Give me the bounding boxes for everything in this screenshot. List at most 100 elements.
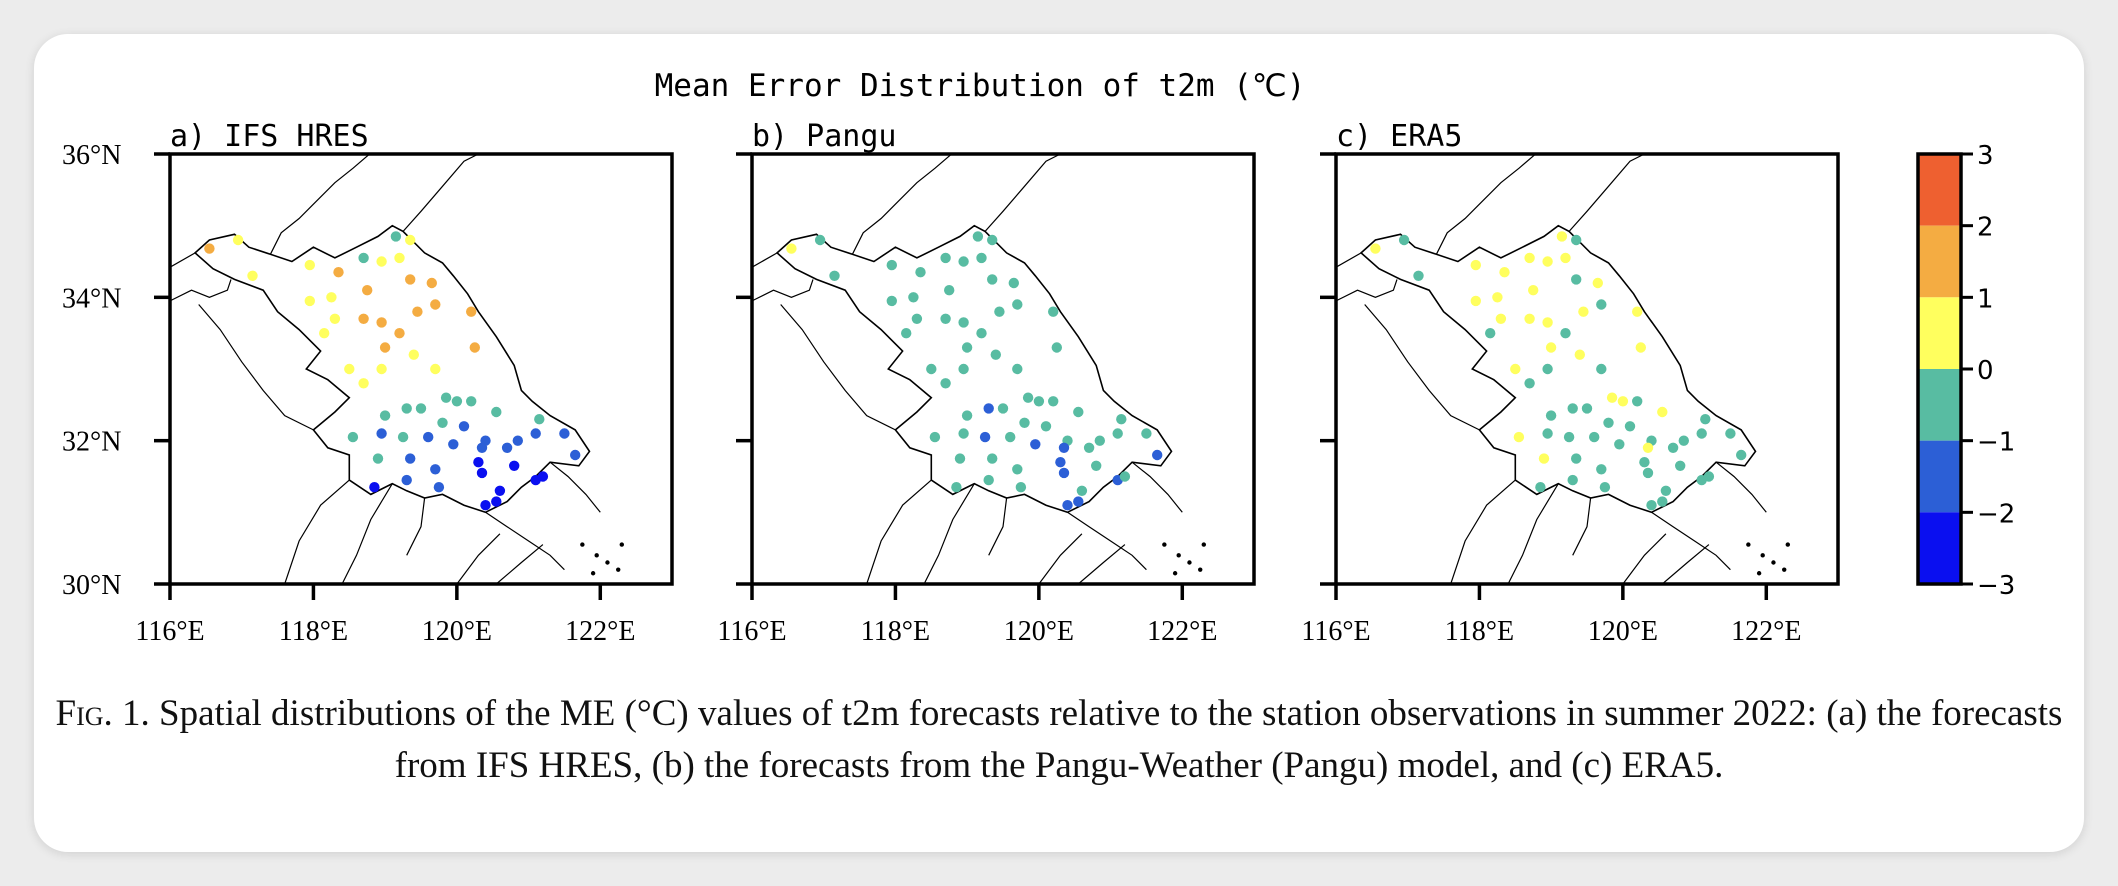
station-marker [358,252,369,264]
station-marker [1646,500,1657,511]
boundary-line [1450,479,1516,584]
lon-tick-label: 122°E [1147,616,1217,647]
station-marker [559,428,570,439]
station-marker [1022,392,1034,403]
station-marker [344,363,355,375]
station-marker [929,431,941,443]
station-marker [1574,349,1586,360]
boundary-line [1661,544,1710,584]
lon-tick-label: 120°E [1004,616,1074,647]
map-frame [1334,152,1840,586]
station-marker [1083,442,1095,453]
boundary-line [170,279,232,302]
panel-label: a) IFS HRES [170,119,369,154]
station-marker [1660,485,1672,496]
station-marker [430,363,441,375]
station-marker [983,474,994,486]
station-marker [940,252,951,264]
lat-tick-label: 30°N [62,570,121,601]
island-mark [619,542,624,547]
island-mark [1771,560,1776,565]
station-marker [401,474,412,486]
map-frame [168,152,674,586]
station-marker [1696,428,1707,439]
colorbar-tick-label: −3 [1977,571,2015,601]
station-marker [1571,274,1582,285]
figure-caption: Fig. 1. Spatial distributions of the ME … [40,688,2078,792]
station-marker [466,396,477,407]
station-marker [372,453,384,464]
lon-tick-label: 120°E [1588,616,1658,647]
boundary-line [1336,252,1362,268]
station-marker [304,295,315,307]
station-marker [983,403,994,414]
boundary-line [1572,497,1592,556]
station-marker [1599,482,1611,493]
station-marker [1012,464,1023,475]
boundary-line [1715,461,1767,513]
boundary-line [1507,483,1559,584]
island-mark [616,567,621,572]
station-marker [1542,428,1553,439]
station-marker [1499,267,1510,278]
station-marker [1542,363,1553,375]
boundary-line [402,154,479,232]
province-boundary [193,224,591,514]
lon-tick-label: 116°E [717,616,786,647]
station-marker [1524,378,1535,389]
boundary-line [549,461,601,513]
station-marker [1005,431,1016,443]
figure: Mean Error Distribution of t2m (℃) a) IF… [62,68,2015,647]
lon-tick-label: 116°E [135,616,204,647]
station-marker [1528,285,1539,296]
lon-tick-label: 118°E [1445,616,1514,647]
station-marker [501,442,513,453]
boundary-line [1077,544,1126,584]
station-marker [1495,313,1507,324]
station-marker [1632,306,1643,317]
boundary-line [1131,461,1183,513]
map-content [170,154,624,584]
caption-text: Spatial distributions of the ME (°C) val… [159,693,2063,786]
station-marker [1639,457,1650,468]
station-marker [537,471,549,482]
station-marker [814,234,826,246]
station-marker [1012,363,1023,375]
station-marker [1510,363,1521,375]
station-marker [901,328,912,339]
station-marker [204,243,215,254]
map-panel-pangu: b) Pangu 116°E 118°E 120°E 122°E [717,119,1256,647]
station-marker [247,270,258,281]
boundary-line [923,483,975,584]
station-marker [304,259,315,271]
station-marker [1642,467,1654,479]
station-marker [405,234,416,246]
colorbar-tick-label: 0 [1977,356,1994,386]
boundary-line [1038,533,1083,584]
figure-title: Mean Error Distribution of t2m (℃) [655,68,1306,104]
station-marker [329,313,341,324]
colorbar-tick-label: 3 [1977,141,1994,171]
station-marker [1076,485,1088,496]
station-marker [1524,313,1535,324]
lon-tick-label: 122°E [1731,616,1801,647]
boundary-line [1651,511,1731,571]
station-marker [1058,467,1070,479]
station-marker [1513,431,1525,443]
station-marker [430,464,441,475]
station-marker [433,482,445,493]
island-mark [1172,571,1178,576]
station-marker [944,285,955,296]
boundary-line [485,511,565,571]
station-marker [358,313,369,324]
station-marker [951,482,962,493]
boundary-line [1364,304,1480,431]
map-panel-era5: c) ERA5 116°E 118°E 120°E 122°E [1301,119,1840,647]
station-marker [376,363,387,375]
station-marker [476,467,488,479]
station-marker [512,435,523,446]
station-marker [1091,460,1102,471]
station-marker [926,363,937,375]
boundary-line [1336,279,1398,302]
station-marker [1051,342,1063,353]
